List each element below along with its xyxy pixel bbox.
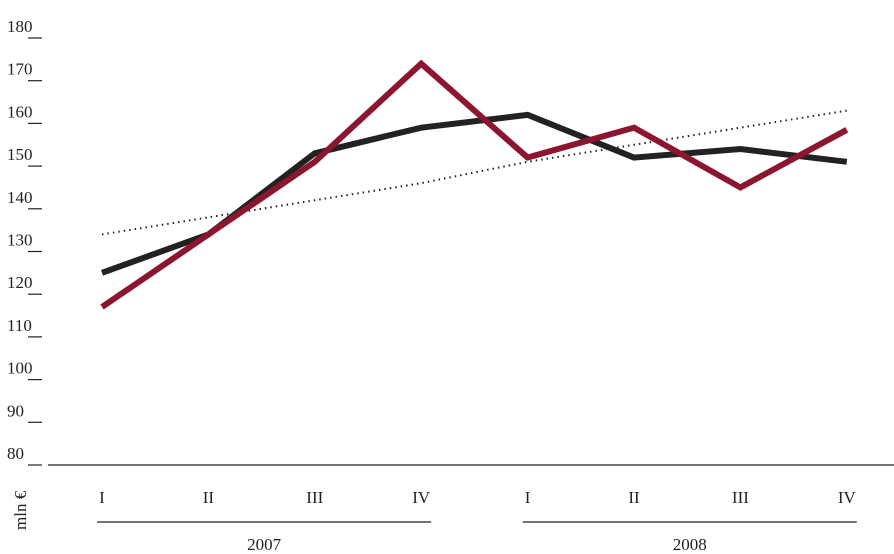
y-tick-label: 170 (7, 60, 33, 79)
x-tick-label: III (306, 488, 323, 507)
y-tick-label: 130 (7, 231, 33, 250)
y-tick-label: 140 (7, 188, 33, 207)
y-tick-label: 100 (7, 359, 33, 378)
x-tick-label: IV (412, 488, 431, 507)
group-label: 2007 (247, 535, 282, 554)
y-tick-label: 80 (7, 444, 24, 463)
y-tick-label: 180 (7, 17, 33, 36)
x-tick-label: II (203, 488, 215, 507)
y-tick-label: 160 (7, 102, 33, 121)
x-tick-label: III (732, 488, 749, 507)
x-tick-label: I (99, 488, 105, 507)
group-label: 2008 (673, 535, 707, 554)
y-tick-label: 110 (7, 316, 32, 335)
y-tick-label: 90 (7, 401, 24, 420)
x-tick-label: IV (838, 488, 857, 507)
trend-line (101, 109, 847, 236)
y-tick-label: 150 (7, 145, 33, 164)
x-tick-label: II (628, 488, 640, 507)
series-line (100, 59, 849, 310)
series-line (100, 111, 848, 276)
y-tick-label: 120 (7, 273, 33, 292)
x-tick-label: I (525, 488, 531, 507)
y-axis-label: mln € (11, 490, 30, 530)
